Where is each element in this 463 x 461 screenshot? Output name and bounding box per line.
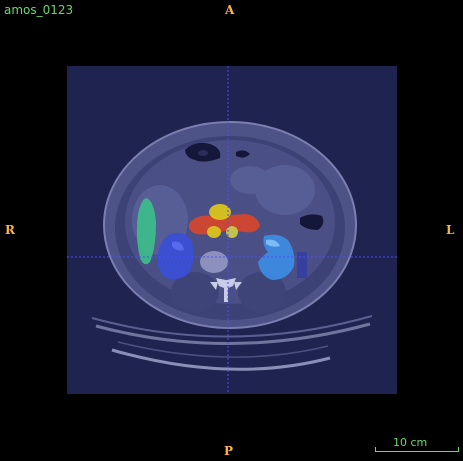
orientation-posterior-label: P <box>224 444 234 458</box>
scale-bar-line <box>375 451 458 452</box>
crosshair <box>67 66 397 394</box>
case-id-label: amos_0123 <box>4 3 74 17</box>
paraspinal-muscles <box>171 272 286 312</box>
scale-bar-label: 10 cm <box>393 436 428 449</box>
orientation-left-label: L <box>446 223 455 237</box>
segmentation-spleen <box>136 198 156 265</box>
orientation-anterior-label: A <box>225 3 235 17</box>
segmentation-vessels <box>207 204 238 238</box>
scale-bar: 10 cm <box>374 436 460 456</box>
scale-bar-tick-left <box>375 447 376 452</box>
scale-bar-tick-right <box>458 447 459 452</box>
segmentation-pancreas <box>188 214 260 235</box>
orientation-right-label: R <box>5 223 15 237</box>
scanner-table <box>91 315 373 371</box>
segmentation-kidney-right <box>157 233 194 280</box>
bowel-gas <box>185 142 324 230</box>
